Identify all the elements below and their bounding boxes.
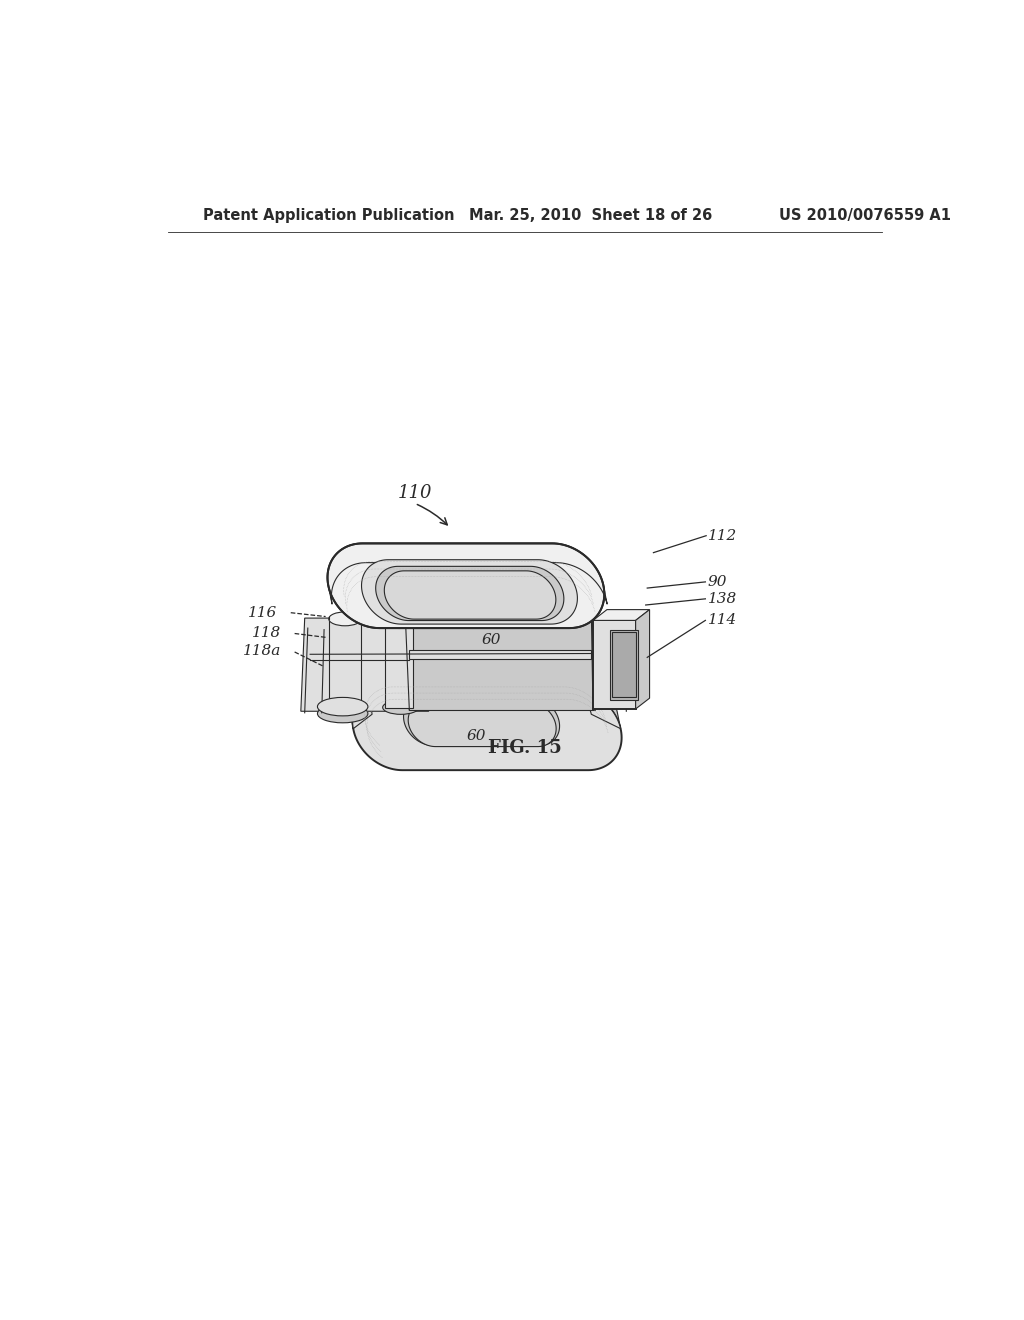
Ellipse shape — [317, 697, 368, 715]
Polygon shape — [349, 672, 621, 729]
Polygon shape — [385, 623, 414, 708]
Polygon shape — [384, 570, 556, 619]
Polygon shape — [409, 702, 556, 747]
Polygon shape — [410, 649, 592, 659]
Polygon shape — [328, 544, 607, 603]
Text: FIG. 15: FIG. 15 — [487, 739, 562, 756]
Text: 118a: 118a — [243, 644, 281, 659]
Text: 138: 138 — [708, 591, 737, 606]
Text: 110: 110 — [397, 484, 432, 503]
Ellipse shape — [329, 612, 361, 626]
Polygon shape — [593, 620, 636, 709]
Text: 112: 112 — [708, 529, 737, 543]
Text: US 2010/0076559 A1: US 2010/0076559 A1 — [778, 207, 950, 223]
Text: 90: 90 — [708, 576, 727, 589]
Text: 118: 118 — [252, 626, 282, 640]
Text: Mar. 25, 2010  Sheet 18 of 26: Mar. 25, 2010 Sheet 18 of 26 — [469, 207, 713, 223]
Polygon shape — [352, 682, 621, 729]
Text: 60: 60 — [481, 632, 501, 647]
Polygon shape — [611, 632, 636, 697]
Text: 116: 116 — [248, 606, 278, 619]
Ellipse shape — [317, 705, 368, 723]
Text: Patent Application Publication: Patent Application Publication — [204, 207, 455, 223]
Polygon shape — [403, 697, 559, 746]
Polygon shape — [329, 619, 361, 710]
Text: 60: 60 — [467, 729, 486, 743]
Polygon shape — [610, 630, 638, 700]
Polygon shape — [407, 619, 595, 710]
Polygon shape — [328, 544, 604, 628]
Polygon shape — [352, 689, 622, 770]
Polygon shape — [593, 610, 649, 620]
Ellipse shape — [385, 616, 414, 628]
Polygon shape — [361, 560, 578, 624]
Polygon shape — [376, 566, 564, 620]
Text: 114: 114 — [708, 614, 737, 627]
Ellipse shape — [383, 701, 419, 714]
Polygon shape — [636, 610, 649, 709]
Polygon shape — [301, 618, 429, 711]
